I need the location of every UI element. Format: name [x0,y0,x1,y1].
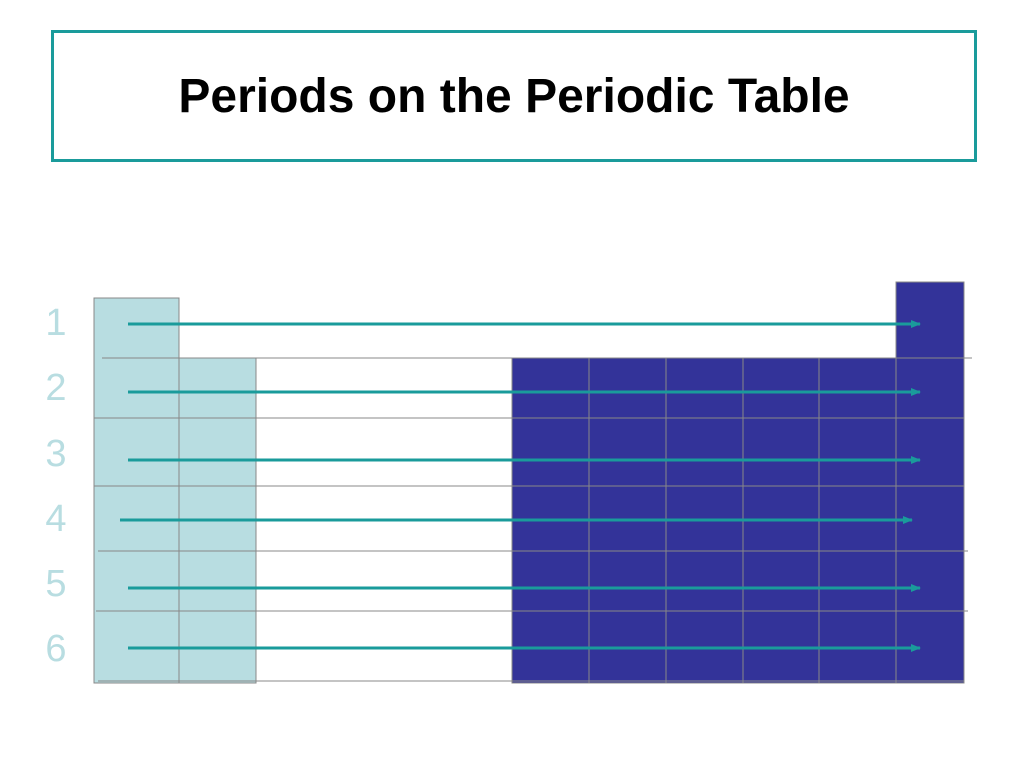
period-label-2: 2 [45,367,67,409]
period-label-5: 5 [45,563,67,605]
period-label-4: 4 [45,498,67,540]
slide-title: Periods on the Periodic Table [178,69,850,123]
period-label-6: 6 [45,628,67,670]
period-label-1: 1 [45,302,67,344]
period-label-3: 3 [45,433,67,475]
noble-gas-column [895,281,965,684]
title-box: Periods on the Periodic Table [51,30,977,162]
s-block-group-1 [93,297,180,684]
